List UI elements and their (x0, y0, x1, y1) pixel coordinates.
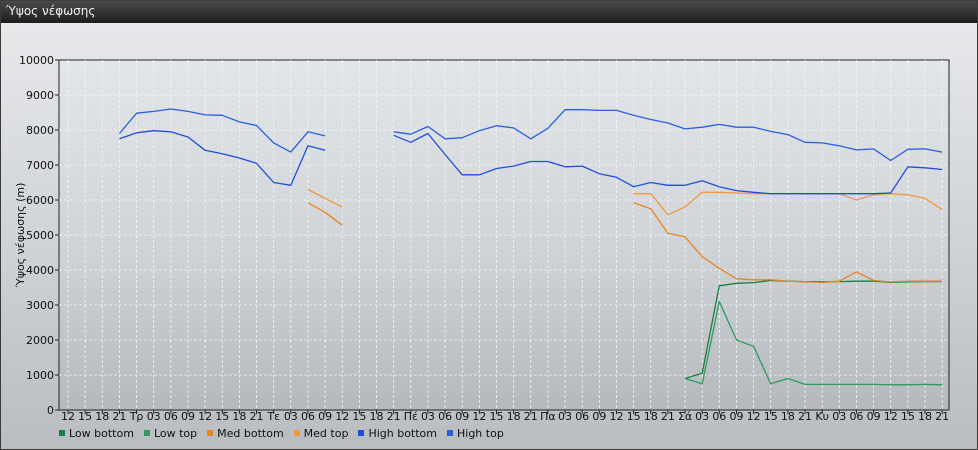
series-line-low-top (684, 300, 943, 386)
legend-item[interactable]: Low bottom (59, 426, 134, 440)
y-tick-label: 3000 (26, 299, 54, 312)
x-tick-label: 21 (524, 410, 538, 423)
x-tick-label: 06 (301, 410, 315, 423)
x-tick-label: 09 (592, 410, 606, 423)
x-tick-label: 12 (198, 410, 212, 423)
window-title: Ύψος νέφωσης (6, 4, 96, 18)
x-tick-label: Τρ (129, 410, 144, 423)
y-tick-label: 4000 (26, 264, 54, 277)
legend-swatch (447, 430, 453, 436)
series-line-med-bottom (307, 202, 343, 226)
legend-item[interactable]: Low top (143, 426, 198, 440)
x-tick-label: 15 (490, 410, 504, 423)
x-tick-label: 09 (318, 410, 332, 423)
series-line-high-top (118, 108, 326, 153)
y-tick-label: 10000 (19, 54, 54, 67)
legend: Low bottom Low top Med bottom Med top High b… (59, 426, 504, 440)
y-tick-label: 5000 (26, 229, 54, 242)
x-tick-label: 09 (455, 410, 469, 423)
x-tick-label: 06 (849, 410, 863, 423)
series-line-high-top (393, 109, 943, 162)
legend-label: Med top (303, 426, 349, 440)
x-tick-label: 15 (627, 410, 641, 423)
series-line-med-bottom (633, 202, 943, 283)
x-tick-label: 15 (215, 410, 229, 423)
x-tick-label: 06 (164, 410, 178, 423)
legend-swatch (59, 430, 65, 436)
x-tick-label: 18 (644, 410, 658, 423)
x-tick-label: 18 (95, 410, 109, 423)
x-tick-label: 21 (250, 410, 264, 423)
y-tick-label: 8000 (26, 124, 54, 137)
series-line-high-bottom (393, 132, 943, 195)
x-tick-label: 21 (112, 410, 126, 423)
series-line-high-bottom (119, 130, 326, 186)
x-tick-label: Πέ (404, 410, 418, 423)
x-tick-label: 18 (370, 410, 384, 423)
legend-label: High bottom (368, 426, 437, 440)
x-tick-label: 12 (472, 410, 486, 423)
legend-swatch (293, 430, 300, 436)
x-tick-label: Πα (540, 410, 556, 423)
y-tick-label: 6000 (26, 194, 54, 207)
x-tick-label: 18 (781, 410, 795, 423)
x-tick-label: 15 (78, 410, 92, 423)
legend-item[interactable]: Med bottom (207, 426, 284, 440)
legend-swatch (358, 430, 365, 436)
x-tick-label: 12 (609, 410, 623, 423)
x-tick-label: 12 (884, 410, 898, 423)
legend-item[interactable]: Med top (293, 426, 349, 440)
y-tick-label: 1000 (26, 369, 54, 382)
x-tick-label: 18 (507, 410, 521, 423)
x-tick-label: 09 (729, 410, 743, 423)
y-axis: 0 1000 2000 3000 4000 5000 6000 7000 8000 9000 100… (19, 54, 59, 417)
x-tick-label: 03 (695, 410, 709, 423)
x-tick-label: Σά (678, 410, 692, 423)
x-tick-label: 06 (575, 410, 589, 423)
title-bar: Ύψος νέφωσης (1, 1, 977, 23)
legend-label: Low top (153, 426, 198, 440)
x-tick-label: 21 (387, 410, 401, 423)
x-tick-label: 03 (558, 410, 572, 423)
x-tick-label: Κυ (815, 410, 829, 423)
series-lines (118, 108, 943, 386)
x-tick-label: 21 (661, 410, 675, 423)
x-tick-label: 03 (284, 410, 298, 423)
legend-swatch (207, 430, 214, 436)
x-tick-label: 18 (232, 410, 246, 423)
y-axis-label: Ύψος νέφωσης (m) (14, 183, 27, 289)
x-tick-label: 18 (918, 410, 932, 423)
x-tick-label: 21 (935, 410, 949, 423)
legend-item[interactable]: High top (447, 426, 504, 440)
x-axis: 12 15 18 21 Τρ 03 06 09 12 15 18 21 Τε 03 06 09 12 15 18 21… (61, 410, 949, 423)
legend-label: Med bottom (217, 426, 284, 440)
series-line-med-top (307, 188, 343, 208)
x-tick-label: 12 (335, 410, 349, 423)
y-tick-label: 2000 (26, 334, 54, 347)
x-tick-label: 15 (352, 410, 366, 423)
grid (59, 60, 949, 410)
y-tick-label: 7000 (26, 159, 54, 172)
legend-item[interactable]: High bottom (358, 426, 437, 440)
x-tick-label: 03 (832, 410, 846, 423)
x-tick-label: 12 (747, 410, 761, 423)
x-tick-label: 21 (798, 410, 812, 423)
x-tick-label: 09 (867, 410, 881, 423)
x-tick-label: 06 (712, 410, 726, 423)
x-tick-label: 03 (147, 410, 161, 423)
x-tick-label: 06 (438, 410, 452, 423)
legend-swatch (143, 430, 150, 436)
legend-label: High top (457, 426, 504, 440)
x-tick-label: 12 (61, 410, 75, 423)
legend-label: Low bottom (69, 426, 134, 440)
x-tick-label: 15 (901, 410, 915, 423)
y-tick-label: 9000 (26, 89, 54, 102)
x-tick-label: 09 (181, 410, 195, 423)
x-tick-label: Τε (266, 410, 280, 423)
y-tick-label: 0 (47, 404, 54, 417)
x-tick-label: 03 (421, 410, 435, 423)
x-tick-label: 15 (764, 410, 778, 423)
